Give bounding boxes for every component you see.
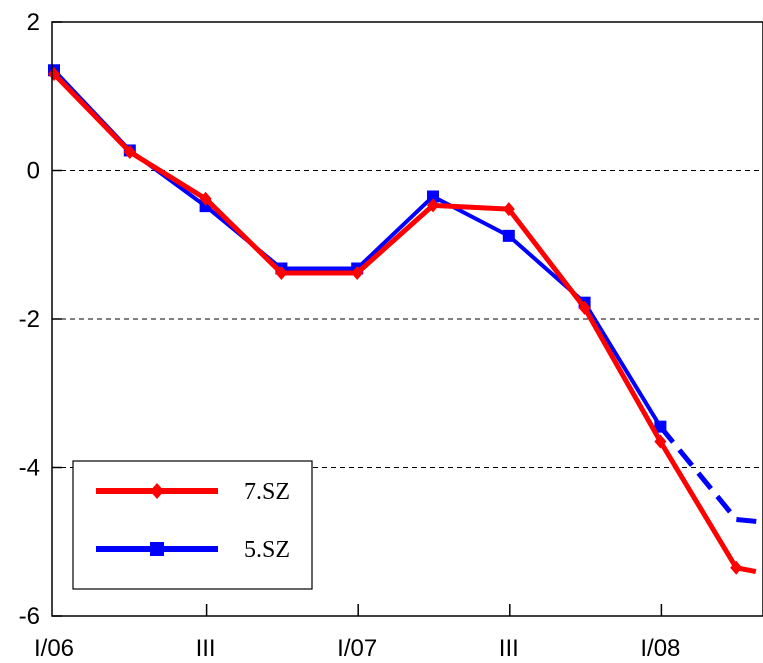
data-point (427, 190, 439, 203)
legend: 7.SZ 5.SZ (72, 460, 313, 590)
legend-label: 5.SZ (244, 537, 290, 563)
series-line-solid (52, 68, 663, 428)
y-tick-labels: 2 0 -2 -4 -6 (19, 9, 40, 630)
x-tick-label: I/08 (640, 635, 680, 662)
y-tick-label: 0 (27, 158, 40, 185)
data-point (578, 300, 591, 315)
x-tick-label: I/07 (337, 635, 377, 662)
y-tick-label: -6 (19, 603, 40, 630)
series-line-dashed (735, 565, 763, 576)
series-7.SZ (48, 66, 763, 576)
data-point (48, 66, 60, 81)
data-point (654, 420, 667, 433)
y-tick-label: 2 (27, 9, 40, 36)
y-tick-label: -4 (19, 455, 40, 482)
data-point (351, 265, 364, 280)
data-point (275, 265, 288, 280)
data-point (427, 198, 439, 213)
series-line-solid (52, 72, 739, 570)
axis-ticks (52, 21, 663, 617)
y-tick-label: -2 (19, 306, 40, 333)
data-point (502, 229, 515, 242)
series-layer (48, 64, 763, 576)
x-tick-label: III (196, 635, 216, 662)
legend-marker (150, 483, 164, 499)
x-tick-label: I/06 (34, 635, 74, 662)
series-line-dashed (658, 425, 763, 525)
data-point (199, 191, 212, 206)
x-tick-label: III (499, 635, 519, 662)
legend-box (72, 460, 313, 590)
data-point (654, 434, 667, 449)
data-point (730, 560, 743, 575)
legend-label: 7.SZ (244, 479, 290, 505)
series-5.SZ (48, 64, 763, 525)
legend-marker (150, 542, 164, 556)
data-point (123, 144, 136, 159)
data-point (502, 202, 515, 217)
